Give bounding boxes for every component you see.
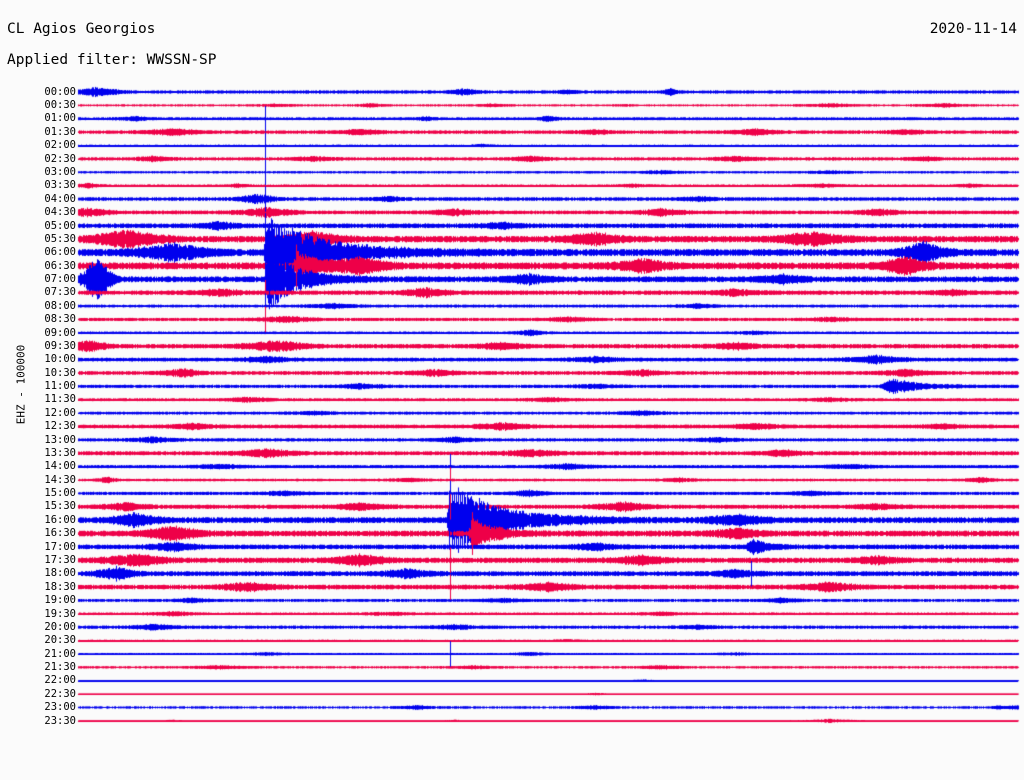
- record-date-label: 2020-11-14: [929, 21, 1017, 37]
- time-tick-label: 17:30: [44, 554, 76, 566]
- time-tick-label: 09:30: [44, 339, 76, 352]
- time-tick-label: 07:30: [44, 286, 76, 299]
- time-tick-label: 15:30: [44, 500, 76, 513]
- time-tick-label: 02:00: [44, 139, 76, 152]
- time-tick-label: 23:30: [44, 714, 76, 727]
- time-tick-label: 12:30: [44, 420, 76, 433]
- channel-axis-label: EHZ - 100000: [14, 344, 28, 425]
- time-tick-label: 18:30: [44, 580, 76, 593]
- time-tick-label: 11:30: [44, 393, 76, 406]
- time-tick-label: 10:00: [44, 353, 76, 366]
- time-tick-label: 03:00: [44, 165, 76, 178]
- time-tick-label: 22:00: [44, 674, 76, 687]
- applied-filter-label: Applied filter: WWSSN-SP: [7, 52, 217, 68]
- time-tick-label: 19:30: [44, 607, 76, 620]
- time-tick-label: 13:00: [44, 433, 76, 446]
- time-tick-label: 20:00: [44, 620, 76, 633]
- time-tick-label: 01:30: [44, 125, 76, 138]
- time-tick-label: 04:00: [44, 192, 76, 205]
- time-tick-label: 06:30: [44, 259, 76, 272]
- time-tick-label: 05:30: [44, 232, 76, 245]
- time-tick-label: 04:30: [44, 206, 76, 219]
- time-tick-label: 17:00: [44, 540, 76, 553]
- time-tick-label: 21:00: [44, 647, 76, 660]
- helicorder-plot: 00:00 00:30 01:00 01:30 02:00 02:30 03:00 03:30…: [0, 78, 1024, 780]
- time-tick-label: 12:00: [44, 406, 76, 419]
- time-axis: 00:00 00:30 01:00 01:30 02:00 02:30 03:00 03:30…: [0, 78, 76, 780]
- time-tick-label: 22:30: [44, 687, 76, 700]
- page-title: CL Agios Georgios: [7, 21, 156, 37]
- time-tick-label: 16:00: [44, 513, 76, 526]
- time-tick-label: 08:00: [44, 299, 76, 312]
- time-tick-label: 20:30: [44, 634, 76, 647]
- time-tick-label: 21:30: [44, 661, 76, 674]
- time-tick-label: 03:30: [44, 179, 76, 192]
- seismic-trace-canvas: [0, 78, 1024, 780]
- time-tick-label: 01:00: [44, 112, 76, 125]
- time-tick-label: 05:00: [44, 219, 76, 232]
- time-tick-label: 02:30: [44, 152, 76, 165]
- time-tick-label: 00:30: [44, 99, 76, 112]
- time-tick-label: 15:00: [44, 487, 76, 500]
- time-tick-label: 18:00: [44, 567, 76, 580]
- time-tick-label: 10:30: [44, 366, 76, 379]
- time-tick-label: 13:30: [44, 446, 76, 459]
- time-tick-label: 16:30: [44, 527, 76, 540]
- time-tick-label: 07:00: [44, 273, 76, 286]
- time-tick-label: 09:00: [44, 326, 76, 339]
- time-tick-label: 14:30: [44, 473, 76, 486]
- time-tick-label: 11:00: [44, 380, 76, 393]
- time-tick-label: 06:00: [44, 246, 76, 259]
- time-tick-label: 14:00: [44, 460, 76, 473]
- time-tick-label: 23:00: [44, 701, 76, 714]
- time-tick-label: 08:30: [44, 313, 76, 326]
- time-tick-label: 00:00: [44, 85, 76, 98]
- time-tick-label: 19:00: [44, 594, 76, 607]
